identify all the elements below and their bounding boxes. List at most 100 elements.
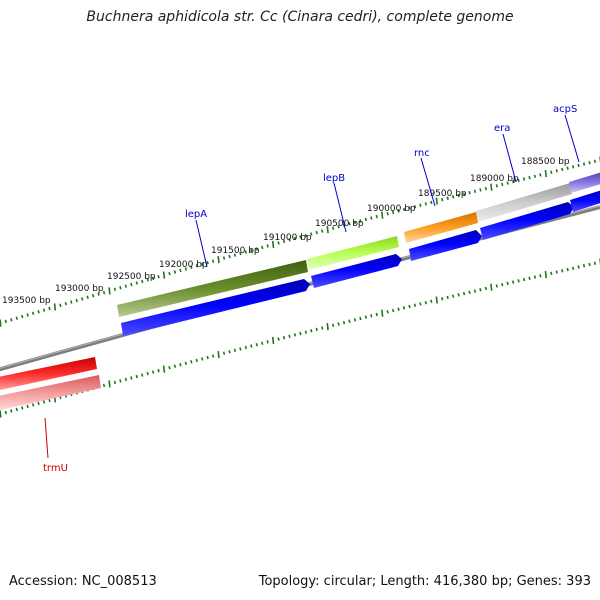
tick-labels: 193500 bp 193000 bp 192500 bp 192000 bp … xyxy=(2,157,570,306)
minor-tick xyxy=(501,282,504,287)
minor-tick xyxy=(195,264,198,268)
minor-tick xyxy=(391,308,395,313)
minor-tick xyxy=(517,178,520,183)
minor-tick xyxy=(168,365,171,370)
minor-tick xyxy=(42,308,46,312)
gene-block-trmU[interactable] xyxy=(0,357,97,390)
minor-tick xyxy=(430,200,433,205)
minor-tick xyxy=(375,312,378,317)
minor-tick xyxy=(113,287,117,292)
minor-tick xyxy=(533,275,537,279)
major-tick xyxy=(162,271,166,279)
minor-tick xyxy=(10,318,13,322)
minor-tick xyxy=(282,335,286,340)
major-tick xyxy=(217,351,220,359)
minor-tick xyxy=(468,191,471,195)
minor-tick xyxy=(21,406,24,410)
minor-tick xyxy=(446,196,449,200)
minor-tick xyxy=(539,173,542,177)
cds-arrow-lepA[interactable] xyxy=(121,279,310,336)
gene-block-lepA[interactable] xyxy=(117,260,308,317)
minor-tick xyxy=(228,350,231,354)
minor-tick xyxy=(397,307,400,311)
major-tick xyxy=(0,410,2,418)
minor-tick xyxy=(577,163,580,168)
minor-tick xyxy=(157,368,160,373)
minor-tick xyxy=(299,235,302,239)
cds-arrow-lepB[interactable] xyxy=(311,254,402,288)
gene-block-era[interactable] xyxy=(476,183,572,222)
minor-tick xyxy=(173,270,177,274)
major-tick xyxy=(0,319,2,327)
gene-label-lepA[interactable]: lepA xyxy=(185,209,207,220)
minor-tick xyxy=(282,239,286,244)
minor-tick xyxy=(151,370,155,374)
gene-block-lepB[interactable] xyxy=(307,236,399,270)
minor-tick xyxy=(441,197,444,202)
minor-tick xyxy=(190,265,193,270)
minor-tick xyxy=(451,294,455,298)
minor-tick xyxy=(97,292,100,296)
major-tick xyxy=(271,240,275,249)
minor-tick xyxy=(124,377,128,382)
tick-label: 188500 bp xyxy=(521,157,570,167)
minor-tick xyxy=(315,327,318,332)
minor-tick xyxy=(222,351,226,355)
minor-tick xyxy=(310,232,313,236)
minor-tick xyxy=(31,311,35,316)
minor-tick xyxy=(37,310,40,314)
minor-tick xyxy=(91,294,95,298)
minor-tick xyxy=(184,361,188,366)
minor-tick xyxy=(239,347,242,351)
minor-tick xyxy=(119,379,122,383)
minor-tick xyxy=(413,303,417,307)
minor-tick xyxy=(364,217,368,222)
minor-tick xyxy=(533,174,537,178)
gene-block-rnc[interactable] xyxy=(404,212,478,243)
minor-tick xyxy=(201,357,204,361)
major-tick xyxy=(544,169,548,178)
cds-arrow-trmU[interactable] xyxy=(0,375,101,410)
gene-label-era[interactable]: era xyxy=(494,123,510,134)
cds-arrow-acpS[interactable] xyxy=(570,190,600,212)
minor-tick xyxy=(457,293,460,297)
minor-tick xyxy=(468,290,471,295)
gene-label-trmU[interactable]: trmU xyxy=(43,463,68,474)
minor-tick xyxy=(321,229,324,233)
cds-arrow-rnc[interactable] xyxy=(409,230,482,261)
minor-tick xyxy=(211,354,215,358)
major-tick xyxy=(381,309,384,317)
tick-label: 191000 bp xyxy=(263,233,312,243)
minor-tick xyxy=(86,295,89,300)
major-tick xyxy=(217,256,220,264)
minor-tick xyxy=(168,271,171,276)
minor-tick xyxy=(48,398,51,403)
gene-label-lepB[interactable]: lepB xyxy=(323,173,345,184)
minor-tick xyxy=(37,401,40,406)
minor-tick xyxy=(561,269,564,273)
minor-tick xyxy=(151,276,155,280)
minor-tick xyxy=(386,212,389,216)
minor-tick xyxy=(386,310,389,314)
minor-tick xyxy=(419,302,422,306)
minor-tick xyxy=(48,306,51,311)
minor-tick xyxy=(370,314,373,318)
minor-tick xyxy=(244,345,248,350)
minor-tick xyxy=(484,286,488,291)
minor-tick xyxy=(522,277,526,282)
minor-tick xyxy=(359,219,362,223)
minor-tick xyxy=(566,267,569,272)
gene-label-rnc[interactable]: rnc xyxy=(414,148,430,159)
inner-tick-track xyxy=(0,258,600,418)
tick-label: 191500 bp xyxy=(211,246,260,256)
major-tick xyxy=(108,380,111,388)
minor-tick xyxy=(550,170,553,174)
major-tick xyxy=(326,226,329,234)
minor-tick xyxy=(81,297,84,301)
gene-block-acpS[interactable] xyxy=(569,172,600,193)
minor-tick xyxy=(571,165,575,169)
cds-arrow-era[interactable] xyxy=(480,202,574,240)
tick-label: 190500 bp xyxy=(315,219,364,229)
minor-tick xyxy=(353,220,357,225)
gene-label-acpS[interactable]: acpS xyxy=(553,104,577,115)
